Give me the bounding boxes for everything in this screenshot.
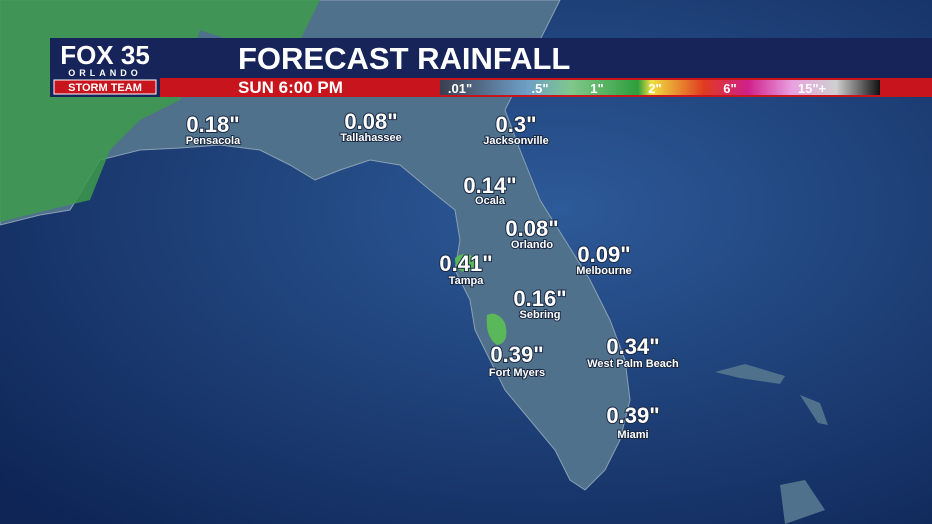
- rain-value: 0.39": [490, 342, 543, 367]
- rain-value: 0.16": [513, 286, 566, 311]
- city-name: Sebring: [520, 309, 561, 321]
- legend-label: 1": [590, 81, 603, 96]
- city-name: Miami: [617, 429, 648, 441]
- bahamas: [715, 364, 828, 524]
- city-name: Ocala: [475, 195, 506, 207]
- rain-value: 0.08": [344, 109, 397, 134]
- logo-team: STORM TEAM: [68, 82, 142, 94]
- rain-value: 0.34": [606, 334, 659, 359]
- city-name: Tampa: [449, 275, 485, 287]
- legend-label: 2": [648, 81, 661, 96]
- land: [0, 0, 631, 491]
- rain-value: 0.3": [495, 112, 536, 137]
- legend-label: 6": [723, 81, 736, 96]
- logo-city: ORLANDO: [68, 68, 142, 78]
- city-name: Jacksonville: [483, 135, 548, 147]
- legend-label: 15"+: [798, 81, 827, 96]
- rain-value: 0.41": [439, 251, 492, 276]
- legend-label: .5": [531, 81, 548, 96]
- legend-label: .01": [448, 81, 472, 96]
- city-name: Tallahassee: [340, 132, 402, 144]
- rain-value: 0.18": [186, 112, 239, 137]
- title-bar: [50, 38, 932, 78]
- city-name: Pensacola: [186, 135, 241, 147]
- city-name: Orlando: [511, 239, 553, 251]
- rain-value: 0.08": [505, 216, 558, 241]
- logo-team-box: [53, 79, 157, 95]
- rain-area: [455, 254, 507, 345]
- title: FORECAST RAINFALL: [238, 41, 570, 76]
- rain-value: 0.39": [606, 403, 659, 428]
- legend-scale: [440, 80, 880, 95]
- city-name: Melbourne: [576, 265, 632, 277]
- rain-value: 0.14": [463, 173, 516, 198]
- time: SUN 6:00 PM: [238, 78, 343, 97]
- logo-brand: FOX 35: [60, 40, 150, 70]
- city-name: West Palm Beach: [587, 358, 679, 370]
- rain-value: 0.09": [577, 242, 630, 267]
- city-name: Fort Myers: [489, 367, 545, 379]
